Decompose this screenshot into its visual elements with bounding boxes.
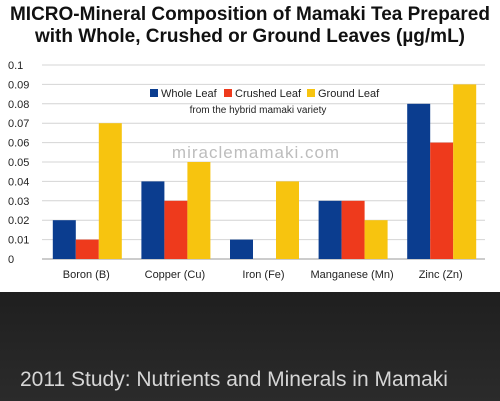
bar-ground-leaf	[453, 84, 477, 260]
x-tick-label: Manganese (Mn)	[311, 269, 394, 281]
x-tick-label: Copper (Cu)	[145, 269, 206, 281]
y-tick-label: 0.04	[8, 176, 29, 188]
bar-crushed-leaf	[430, 142, 454, 259]
bar-whole-leaf	[318, 200, 342, 259]
y-tick-label: 0.05	[8, 157, 29, 169]
bar-crushed-leaf	[75, 239, 99, 259]
bar-ground-leaf	[276, 181, 299, 259]
legend-swatch	[150, 89, 158, 97]
watermark: miraclemamaki.com	[172, 143, 340, 162]
chart-card: MICRO-Mineral Composition of Mamaki Tea …	[0, 0, 500, 292]
legend-swatch	[224, 89, 232, 97]
bar-ground-leaf	[98, 123, 122, 259]
bar-whole-leaf	[407, 103, 431, 259]
bar-whole-leaf	[230, 239, 253, 259]
x-tick-label: Boron (B)	[63, 269, 110, 281]
caption-band	[0, 292, 500, 401]
chart-title: MICRO-Mineral Composition of Mamaki Tea …	[0, 4, 500, 48]
image-caption: 2011 Study: Nutrients and Minerals in Ma…	[20, 368, 448, 391]
legend-swatch	[307, 89, 315, 97]
bar-chart: 0 0.01 0.02 0.03 0.04 0.05 0.06 0.07 0.08 0.09 0.1…	[8, 60, 485, 281]
bar-whole-leaf	[141, 181, 165, 259]
bar-whole-leaf	[52, 220, 76, 259]
y-tick-label: 0	[8, 254, 14, 266]
y-tick-label: 0.03	[8, 196, 29, 208]
bar-ground-leaf	[364, 220, 388, 259]
y-tick-label: 0.08	[8, 99, 29, 111]
y-tick-label: 0.1	[8, 60, 23, 72]
x-tick-label: Iron (Fe)	[242, 269, 284, 281]
y-tick-label: 0.02	[8, 215, 29, 227]
bar-ground-leaf	[187, 162, 211, 259]
bar-crushed-leaf	[341, 200, 365, 259]
y-tick-label: 0.06	[8, 138, 29, 150]
chart-title-line-1: MICRO-Mineral Composition of Mamaki Tea …	[9, 4, 490, 25]
legend-label: Crushed Leaf	[235, 88, 302, 100]
bar-crushed-leaf	[164, 200, 188, 259]
y-tick-label: 0.01	[8, 235, 29, 247]
x-tick-label: Zinc (Zn)	[419, 269, 463, 281]
y-tick-label: 0.07	[8, 118, 29, 130]
legend-label: Whole Leaf	[161, 88, 218, 100]
chart-title-line-2: with Whole, Crushed or Ground Leaves (µg…	[34, 26, 466, 47]
y-tick-label: 0.09	[8, 79, 29, 91]
legend-note: from the hybrid mamaki variety	[190, 105, 327, 116]
legend-label: Ground Leaf	[318, 88, 380, 100]
